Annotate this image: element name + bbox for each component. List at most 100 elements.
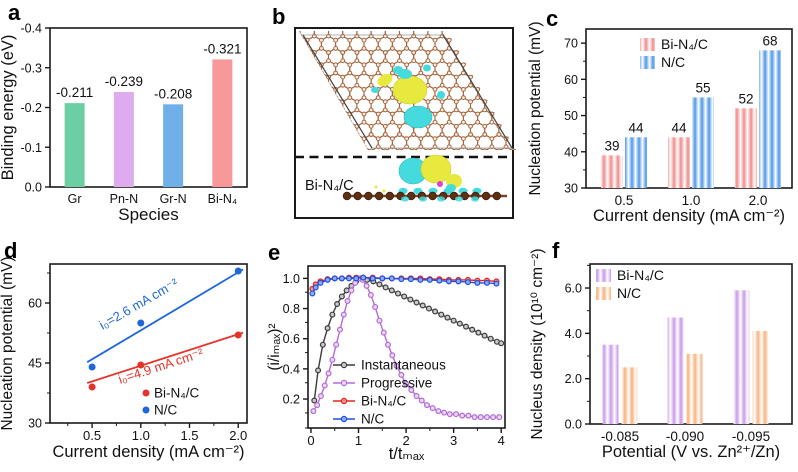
series-marker — [329, 311, 336, 318]
plot-frame — [49, 263, 248, 424]
bar-value-label: 55 — [695, 80, 710, 95]
series-marker — [363, 282, 370, 289]
series-N/C: i₀=2.6 mA cm⁻² — [86, 267, 244, 371]
bar-value-label: 44 — [628, 120, 644, 135]
series-line — [313, 277, 502, 401]
bar-N/C--0.085 — [621, 367, 638, 424]
series-marker — [407, 276, 414, 283]
series-marker — [333, 341, 340, 348]
series-marker — [389, 352, 396, 359]
series-marker — [367, 291, 374, 298]
series-marker — [456, 320, 463, 327]
y-tick-label: 60 — [564, 73, 578, 87]
bar-groups: 39 44 0.5 44 55 1.0 52 68 2.0 — [601, 33, 781, 208]
series-marker — [388, 275, 395, 282]
bar-Bi-N₄ — [212, 59, 233, 188]
y-tick-label: 45 — [28, 357, 42, 371]
series-marker — [419, 302, 426, 309]
x-axis-title: Current density (mA cm⁻²) — [593, 207, 785, 225]
y-axis: 30 45 60 — [28, 272, 50, 431]
series-marker — [369, 275, 376, 282]
bar-Bi-N₄/C-1.0 — [668, 137, 690, 188]
y-axis: 0.2 0.4 0.6 0.8 1.0 — [283, 272, 308, 429]
x-tick-label: 1 — [355, 433, 362, 448]
panel-d: 30 45 60 0.5 1.0 1.5 2.0 i₀=4.9 mA cm⁻² i₀=2.6 m… — [0, 236, 255, 472]
series-Progressive — [310, 275, 503, 421]
series-marker — [348, 287, 355, 294]
y-axis: 0.0 -0.1 -0.2 -0.3 -0.4 — [20, 22, 50, 195]
y-tick-label: 0.8 — [283, 302, 300, 316]
y-axis-title: Nucleation potential (mV) — [0, 256, 16, 430]
panel-c: 30 40 50 60 70 39 44 0.5 44 55 1.0 52 68 2.0 Bi-N₄/C N/… — [520, 0, 798, 236]
legend-marker — [340, 397, 348, 405]
legend-label: Bi-N₄/C — [361, 394, 407, 409]
series-marker — [382, 284, 389, 291]
series-marker — [401, 293, 408, 300]
bar-Gr — [64, 103, 85, 187]
series-marker — [325, 370, 332, 377]
series-marker — [324, 325, 331, 332]
x-tick-label: 2.0 — [229, 428, 247, 443]
panel-letter-c: c — [546, 6, 559, 31]
bar-value-label: -0.211 — [56, 85, 93, 100]
legend-label: Bi-N₄/C — [617, 267, 664, 283]
series-marker — [309, 290, 316, 297]
y-tick-label: 0.0 — [25, 181, 42, 195]
charge-density-side — [342, 154, 507, 202]
y-tick-label: -0.1 — [20, 141, 42, 155]
legend-label: Progressive — [361, 376, 432, 391]
y-axis-title: Binding energy (eV) — [0, 35, 17, 181]
category-label: Pn-N — [110, 192, 138, 206]
series-marker — [475, 329, 482, 336]
legend-label: N/C — [154, 403, 178, 418]
series-marker — [321, 382, 328, 389]
x-tick-label: 0.5 — [83, 428, 101, 443]
series-marker — [314, 402, 321, 409]
series-marker — [384, 341, 391, 348]
fit-line — [86, 331, 244, 384]
series-marker — [312, 284, 319, 291]
y-axis-title: (i/iₘₐₓ)² — [266, 323, 283, 370]
legend-swatch-Bi-N₄/C — [596, 269, 611, 282]
x-tick-label: 2 — [402, 433, 409, 448]
panel-letter-f: f — [552, 238, 560, 263]
series-marker — [413, 299, 420, 306]
series-line — [312, 277, 500, 418]
series-marker — [398, 276, 405, 283]
series-marker — [372, 304, 379, 311]
panel-e-chart: 0.2 0.4 0.6 0.8 1.0 0 1 2 3 4 Instantaneous Progres… — [266, 265, 506, 463]
y-tick-label: 4.0 — [565, 327, 582, 341]
bar-value-label: 39 — [604, 138, 619, 153]
legend-label: Bi-N₄/C — [154, 386, 200, 401]
data-point — [234, 331, 242, 339]
series-marker — [393, 362, 400, 369]
x-tick-label: 1.5 — [180, 428, 198, 443]
series-marker — [319, 341, 326, 348]
legend-marker — [340, 379, 348, 387]
panel-letter-a: a — [8, 0, 21, 25]
series-marker — [407, 296, 414, 303]
series-marker — [311, 397, 318, 404]
series-marker — [496, 414, 503, 421]
series-N/C — [309, 274, 500, 297]
panel-b-structure: Bi-N₄/C — [294, 27, 516, 219]
x-axis: 0.5 1.0 1.5 2.0 — [67, 423, 247, 443]
category-label: -0.085 — [601, 429, 639, 444]
y-tick-label: 2.0 — [565, 372, 582, 386]
legend: Bi-N₄/C N/C — [142, 386, 200, 418]
legend-label: N/C — [361, 412, 385, 427]
series-marker — [429, 405, 436, 412]
y-tick-label: -0.4 — [20, 22, 42, 36]
legend-label: Bi-N₄/C — [661, 36, 708, 52]
x-axis: 0 1 2 3 4 — [307, 428, 505, 448]
legend-marker — [142, 389, 150, 397]
panel-e: 0.2 0.4 0.6 0.8 1.0 0 1 2 3 4 Instantaneous Progres… — [255, 236, 520, 472]
legend-swatch-N/C — [640, 56, 655, 69]
panel-c-chart: 30 40 50 60 70 39 44 0.5 44 55 1.0 52 68 2.0 Bi-N₄/C N/… — [527, 21, 793, 225]
x-tick-label: 0 — [307, 433, 314, 448]
bar-groups: -0.085 -0.090 -0.095 — [601, 290, 770, 444]
series-marker — [379, 275, 386, 282]
x-axis-title: Potential (V vs. Zn²⁺/Zn) — [602, 443, 780, 461]
legend-label: N/C — [661, 54, 685, 70]
